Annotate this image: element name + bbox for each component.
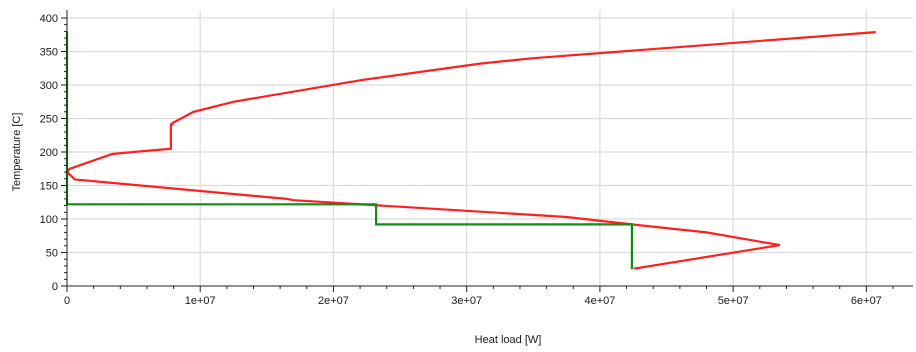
x-axis-title: Heat load [W] (475, 334, 542, 346)
x-tick-label: 5e+07 (718, 295, 749, 307)
x-tick-label: 2e+07 (318, 295, 349, 307)
x-tick-label: 6e+07 (851, 295, 882, 307)
x-tick-label: 0 (64, 295, 70, 307)
tick-labels: 0 1e+07 2e+07 3e+07 4e+07 5e+07 6e+07 0 50 100 150… (40, 13, 882, 307)
x-tick-label: 4e+07 (584, 295, 615, 307)
y-tick-label: 150 (40, 181, 58, 193)
y-tick-label: 50 (46, 248, 58, 260)
y-tick-label: 400 (40, 13, 58, 25)
series-lines (65, 31, 876, 270)
x-tick-label: 3e+07 (451, 295, 482, 307)
y-tick-label: 300 (40, 80, 58, 92)
y-axis-title: Temperature [C] (11, 113, 23, 192)
series-line-1 (65, 31, 876, 270)
y-tick-label: 200 (40, 147, 58, 159)
grid-lines (67, 10, 913, 286)
y-tick-label: 250 (40, 114, 58, 126)
y-tick-label: 0 (52, 281, 58, 293)
y-tick-label: 350 (40, 47, 58, 59)
x-tick-label: 1e+07 (185, 295, 216, 307)
y-tick-label: 100 (40, 214, 58, 226)
axes (61, 10, 913, 292)
